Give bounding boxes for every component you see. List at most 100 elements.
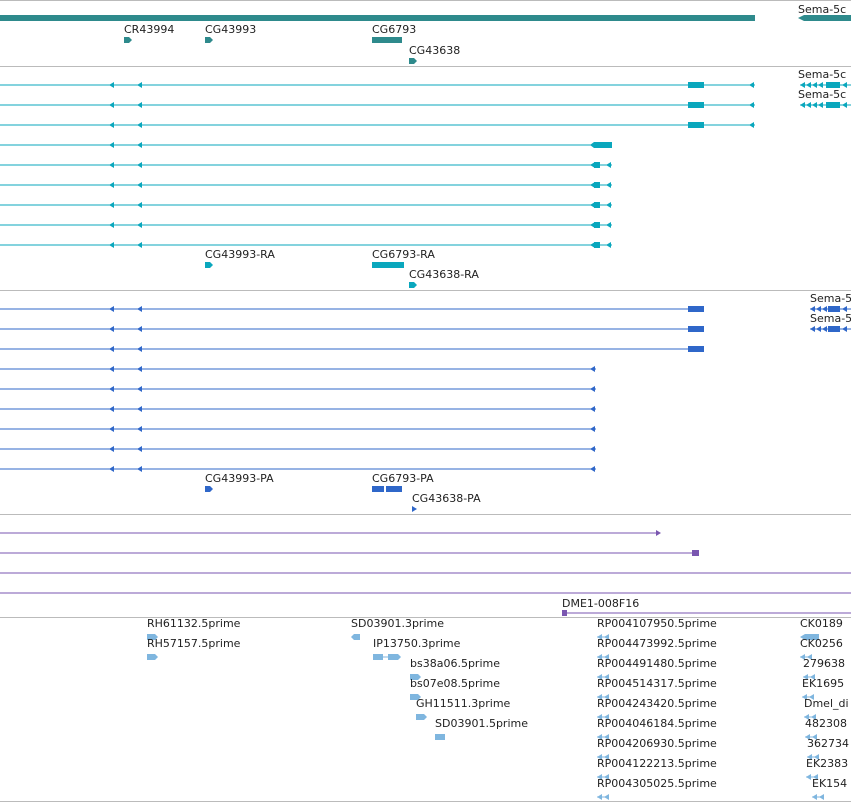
exon-block[interactable] — [594, 242, 600, 248]
mrna-transcript[interactable] — [0, 182, 612, 188]
exon-block[interactable] — [594, 182, 600, 188]
cdna-label[interactable]: RP004206930.5prime — [597, 737, 717, 750]
est-label[interactable]: DME1-008F16 — [562, 597, 639, 610]
cdna-feature[interactable] — [597, 794, 609, 800]
strand-arrow-right-icon[interactable] — [412, 506, 417, 512]
cdna-feature[interactable] — [597, 774, 609, 780]
cdna-label[interactable]: RP004107950.5prime — [597, 617, 717, 630]
exon-block[interactable] — [805, 634, 819, 640]
cdna-feature[interactable] — [435, 734, 445, 740]
mrna-transcript[interactable] — [0, 202, 612, 208]
cds-transcript[interactable] — [810, 326, 851, 332]
cdna-label[interactable]: GH11511.3prime — [416, 697, 511, 710]
exon-block[interactable] — [386, 486, 402, 492]
mrna-transcript[interactable] — [0, 162, 612, 168]
exon-block[interactable] — [688, 102, 704, 108]
mrna-transcript[interactable] — [0, 102, 755, 108]
mrna-transcript[interactable] — [0, 142, 612, 148]
exon-block[interactable] — [386, 262, 404, 268]
cds-label[interactable]: CG6793-PA — [372, 472, 434, 485]
cdna-label[interactable]: 482308 — [805, 717, 847, 730]
cdna-label[interactable]: RH57157.5prime — [147, 637, 241, 650]
cdna-feature[interactable] — [597, 694, 609, 700]
feature-arrow-icon[interactable] — [205, 262, 213, 268]
feature-arrow-icon[interactable] — [409, 282, 417, 288]
cdna-label[interactable]: 279638 — [803, 657, 845, 670]
exon-block[interactable] — [594, 162, 600, 168]
mrna-label[interactable]: CG6793-RA — [372, 248, 435, 261]
cdna-feature[interactable] — [147, 634, 158, 640]
cds-transcript[interactable] — [0, 426, 596, 432]
exon-block[interactable] — [562, 610, 567, 616]
mrna-label[interactable]: Sema-5c — [798, 88, 846, 101]
cdna-feature[interactable] — [805, 734, 817, 740]
cdna-feature[interactable] — [597, 674, 609, 680]
exon-block[interactable] — [590, 142, 612, 148]
cds-transcript[interactable] — [0, 326, 704, 332]
mrna-transcript[interactable] — [800, 82, 851, 88]
cdna-feature[interactable] — [410, 694, 421, 700]
mrna-transcript[interactable] — [0, 122, 755, 128]
feature-arrow-icon[interactable] — [205, 486, 213, 492]
cdna-feature[interactable] — [416, 714, 427, 720]
cds-label[interactable]: CG43993-PA — [205, 472, 274, 485]
mrna-label[interactable]: CG43993-RA — [205, 248, 275, 261]
cdna-label[interactable]: RP004122213.5prime — [597, 757, 717, 770]
mrna-label[interactable]: Sema-5c — [798, 68, 846, 81]
mrna-label[interactable]: CG43638-RA — [409, 268, 479, 281]
gene-label[interactable]: CG43993 — [205, 23, 256, 36]
cds-transcript[interactable] — [0, 346, 704, 352]
feature-arrow-icon[interactable] — [124, 37, 132, 43]
cds-transcript[interactable] — [0, 386, 596, 392]
exon-block[interactable] — [688, 306, 704, 312]
exon-block[interactable] — [692, 550, 699, 556]
cds-label[interactable]: Sema-5 — [810, 292, 851, 305]
exon-block[interactable] — [372, 262, 386, 268]
mrna-transcript[interactable] — [0, 242, 612, 248]
est-alignment[interactable] — [0, 550, 699, 556]
gene-label[interactable]: Sema-5c — [798, 3, 846, 16]
cdna-label[interactable]: bs38a06.5prime — [410, 657, 500, 670]
cdna-feature[interactable] — [597, 714, 609, 720]
cds-transcript[interactable] — [810, 306, 851, 312]
cds-transcript[interactable] — [0, 306, 704, 312]
cdna-feature[interactable] — [800, 654, 812, 660]
gene-label[interactable]: CG6793 — [372, 23, 416, 36]
cdna-label[interactable]: RH61132.5prime — [147, 617, 241, 630]
cdna-label[interactable]: RP004243420.5prime — [597, 697, 717, 710]
cdna-feature[interactable] — [597, 654, 609, 660]
cdna-label[interactable]: CK0256 — [800, 637, 843, 650]
cdna-feature[interactable] — [800, 634, 819, 640]
exon-block[interactable] — [372, 486, 384, 492]
mrna-transcript[interactable] — [0, 82, 755, 88]
gene-bar-sema-5c-right[interactable] — [798, 15, 851, 21]
cdna-label[interactable]: CK0189 — [800, 617, 843, 630]
cdna-label[interactable]: Dmel_di — [804, 697, 849, 710]
exon-block[interactable] — [388, 654, 398, 660]
cds-transcript[interactable] — [0, 466, 596, 472]
exon-block[interactable] — [688, 122, 704, 128]
cds-transcript[interactable] — [0, 446, 596, 452]
cdna-label[interactable]: SD03901.3prime — [351, 617, 444, 630]
cdna-feature[interactable] — [812, 794, 824, 800]
feature-arrow-icon[interactable] — [409, 58, 417, 64]
cdna-label[interactable]: IP13750.3prime — [373, 637, 461, 650]
cdna-label[interactable]: RP004473992.5prime — [597, 637, 717, 650]
exon-block[interactable] — [594, 202, 600, 208]
cdna-feature[interactable] — [803, 674, 815, 680]
cds-transcript[interactable] — [0, 366, 596, 372]
cdna-feature[interactable] — [373, 654, 401, 660]
cds-label[interactable]: Sema-5 — [810, 312, 851, 325]
exon-block[interactable] — [826, 82, 840, 88]
cdna-feature[interactable] — [807, 754, 819, 760]
cdna-label[interactable]: EK2383 — [806, 757, 848, 770]
exon-block[interactable] — [688, 82, 704, 88]
est-alignment[interactable] — [562, 610, 851, 616]
cdna-label[interactable]: RP004305025.5prime — [597, 777, 717, 790]
cds-transcript[interactable] — [0, 406, 596, 412]
est-alignment[interactable] — [0, 530, 661, 536]
gene-label[interactable]: CG43638 — [409, 44, 460, 57]
cds-label[interactable]: CG43638-PA — [412, 492, 481, 505]
exon-block[interactable] — [828, 306, 840, 312]
cdna-label[interactable]: EK1695 — [802, 677, 844, 690]
